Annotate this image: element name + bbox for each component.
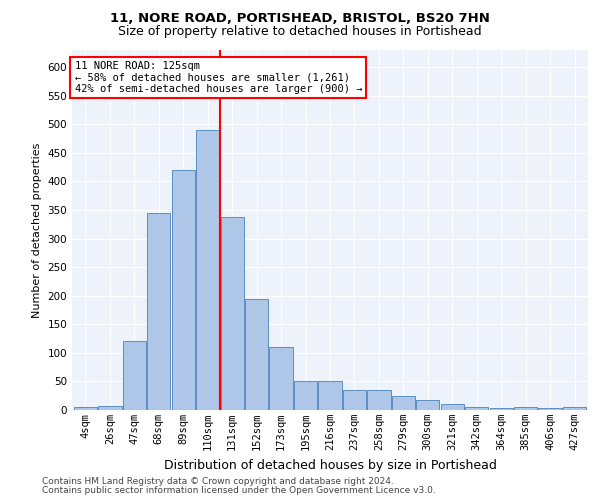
- Bar: [538, 408, 562, 410]
- Bar: [343, 390, 366, 410]
- Bar: [147, 213, 170, 410]
- Bar: [123, 342, 146, 410]
- Bar: [367, 390, 391, 410]
- Text: Contains HM Land Registry data © Crown copyright and database right 2024.: Contains HM Land Registry data © Crown c…: [42, 477, 394, 486]
- Bar: [490, 408, 513, 410]
- X-axis label: Distribution of detached houses by size in Portishead: Distribution of detached houses by size …: [164, 458, 496, 471]
- Bar: [563, 407, 586, 410]
- Bar: [514, 407, 537, 410]
- Bar: [74, 407, 97, 410]
- Bar: [172, 170, 195, 410]
- Bar: [465, 407, 488, 410]
- Bar: [98, 406, 122, 410]
- Y-axis label: Number of detached properties: Number of detached properties: [32, 142, 42, 318]
- Bar: [196, 130, 220, 410]
- Bar: [392, 396, 415, 410]
- Bar: [416, 400, 439, 410]
- Bar: [294, 382, 317, 410]
- Bar: [440, 404, 464, 410]
- Text: Contains public sector information licensed under the Open Government Licence v3: Contains public sector information licen…: [42, 486, 436, 495]
- Text: 11, NORE ROAD, PORTISHEAD, BRISTOL, BS20 7HN: 11, NORE ROAD, PORTISHEAD, BRISTOL, BS20…: [110, 12, 490, 26]
- Bar: [221, 217, 244, 410]
- Bar: [269, 347, 293, 410]
- Bar: [245, 298, 268, 410]
- Text: Size of property relative to detached houses in Portishead: Size of property relative to detached ho…: [118, 25, 482, 38]
- Bar: [319, 382, 341, 410]
- Text: 11 NORE ROAD: 125sqm
← 58% of detached houses are smaller (1,261)
42% of semi-de: 11 NORE ROAD: 125sqm ← 58% of detached h…: [74, 61, 362, 94]
